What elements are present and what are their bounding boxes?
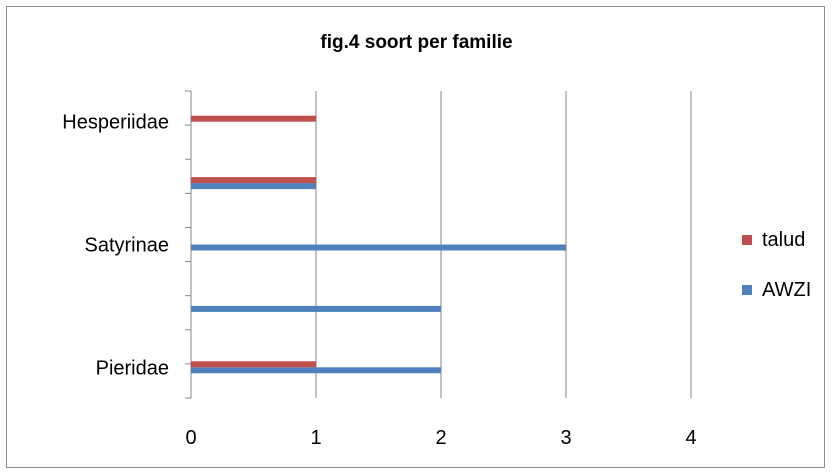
x-tick-label: 2 [435, 427, 446, 449]
y-tick-label: Satyrinae [85, 235, 170, 257]
bar-awzi [191, 183, 316, 190]
legend-swatch-awzi [742, 285, 752, 295]
chart-title: fig.4 soort per familie [320, 32, 513, 53]
legend-label-awzi: AWZI [762, 279, 811, 301]
legend-swatch-talud [742, 235, 752, 245]
x-tick-label: 0 [185, 427, 196, 449]
y-tick-label: Hesperiidae [62, 112, 169, 134]
bar-awzi [191, 367, 441, 374]
bar-talud [191, 361, 316, 368]
bar-awzi [191, 244, 566, 251]
chart-frame [6, 6, 825, 468]
x-tick-label: 4 [685, 427, 696, 449]
x-tick-label: 1 [310, 427, 321, 449]
x-tick-label: 3 [560, 427, 571, 449]
y-tick-label: Pieridae [96, 357, 169, 379]
legend-label-talud: talud [762, 229, 805, 251]
bar-talud [191, 115, 316, 122]
bar-awzi [191, 305, 441, 312]
bar-talud [191, 177, 316, 184]
